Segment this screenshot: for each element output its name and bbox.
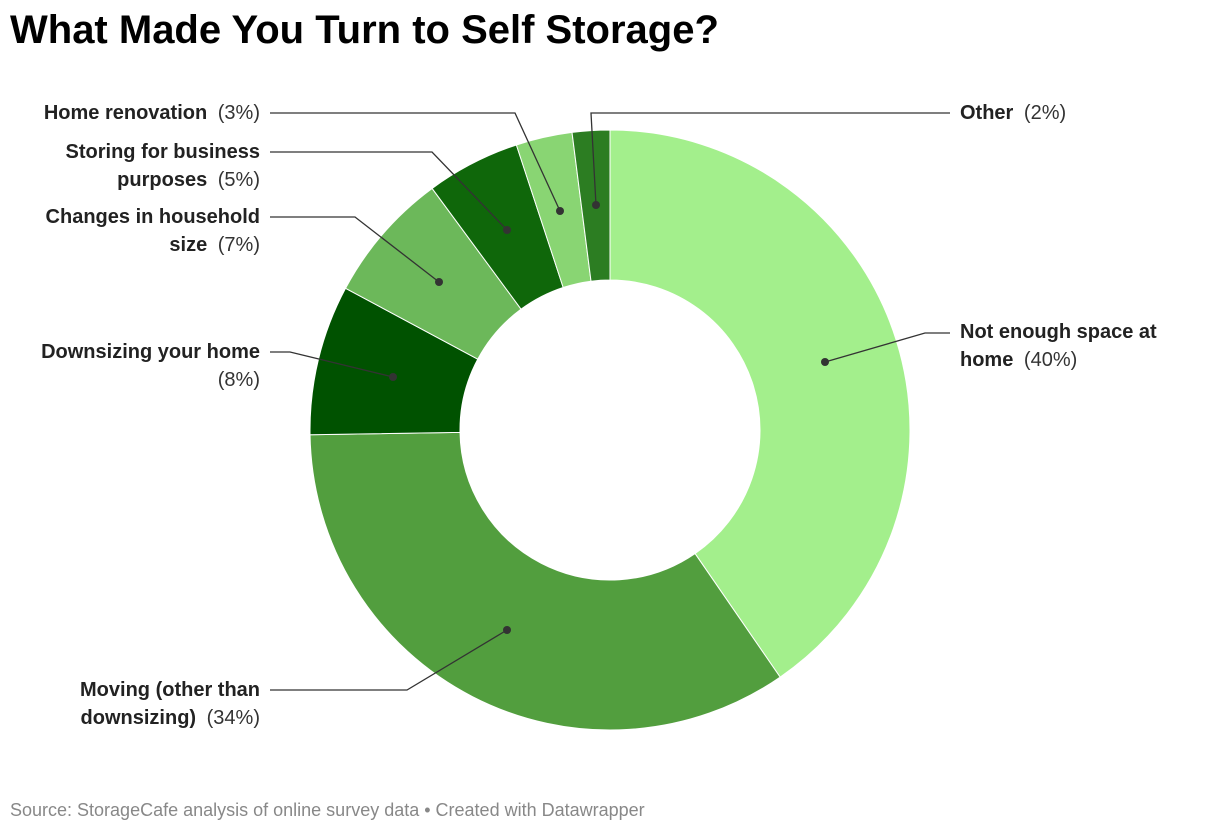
chart-title: What Made You Turn to Self Storage? [10,8,719,52]
slice-label: Other (2%) [960,99,1160,127]
leader-line [270,629,508,691]
category-label: Moving (other than downsizing) [80,679,260,729]
donut-slice [309,431,781,731]
leader-dot [435,278,443,286]
value-label: (40%) [1023,349,1078,371]
value-label: (34%) [206,707,260,729]
leader-line [270,112,561,212]
leader-line [270,351,394,378]
value-label: (5%) [217,169,260,191]
leader-dot [592,201,600,209]
category-label: Home renovation [43,102,208,124]
leader-line [270,216,440,283]
category-label: Changes in household size [45,206,260,256]
category-label: Storing for business purposes [65,141,260,191]
slice-label: Home renovation (3%) [0,99,260,127]
slice-label: Changes in household size (7%) [10,203,260,259]
value-label: (3%) [217,102,260,124]
leader-line [824,332,950,363]
leader-line [270,151,508,231]
leader-dot [556,207,564,215]
category-label: Other [960,102,1014,124]
leader-dot [821,358,829,366]
leader-dot [389,373,397,381]
leader-line [590,112,950,206]
value-label: (8%) [217,369,260,391]
value-label: (7%) [217,234,260,256]
slice-label: Downsizing your home (8%) [5,338,260,394]
slice-label: Moving (other than downsizing) (34%) [60,676,260,732]
donut-slice [571,129,611,282]
category-label: Not enough space at home [960,321,1157,371]
category-label: Downsizing your home [41,341,260,363]
slice-label: Storing for business purposes (5%) [25,138,260,194]
leader-dot [503,626,511,634]
donut-slice [609,129,911,678]
slice-label: Not enough space at home (40%) [960,318,1200,374]
value-label: (2%) [1023,102,1067,124]
leader-dot [503,226,511,234]
source-note: Source: StorageCafe analysis of online s… [10,800,645,820]
